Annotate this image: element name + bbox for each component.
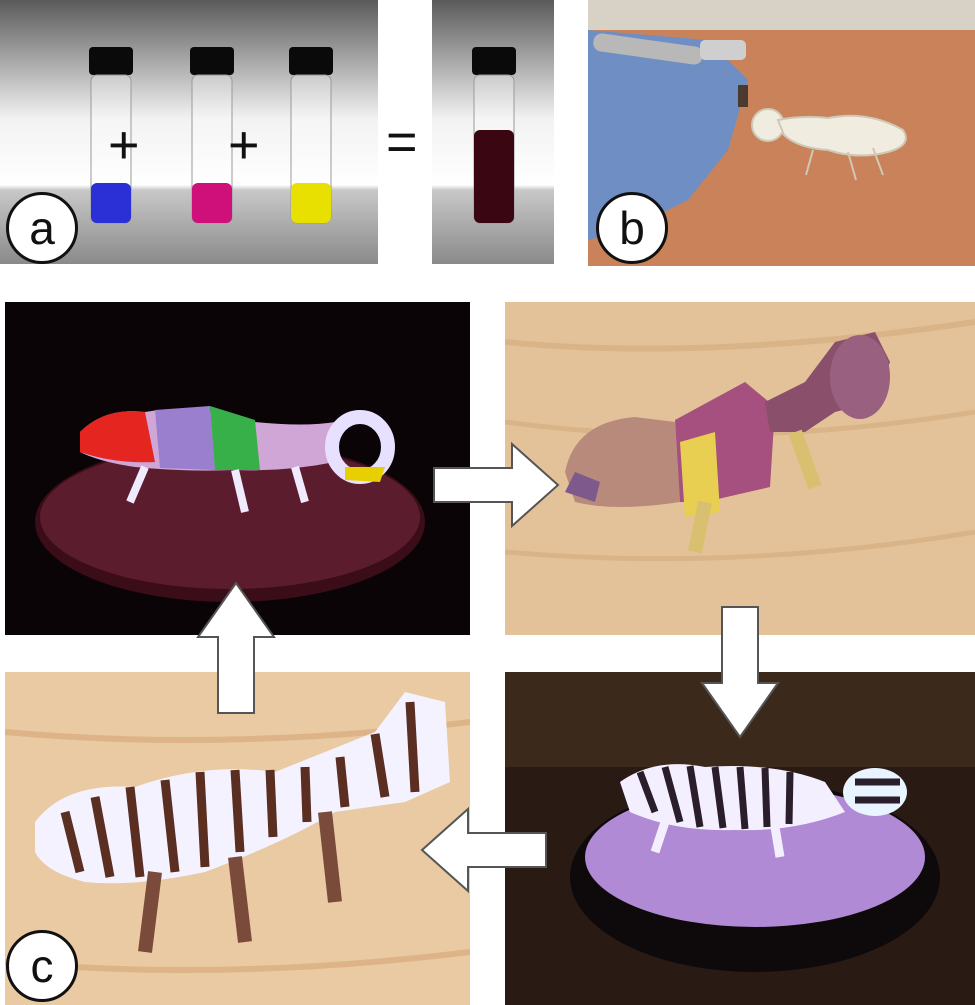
chameleon-icon (620, 764, 907, 858)
label-a: a (6, 192, 78, 264)
arrow-up-icon (196, 581, 276, 714)
magenta-dye (192, 183, 232, 223)
vial-yellow (289, 47, 333, 227)
arrow-left (418, 805, 548, 895)
panel-b-airbrush (588, 0, 975, 266)
yellow-dye (291, 183, 331, 223)
arrow-down (700, 605, 780, 740)
panel-painted-zebra (5, 672, 470, 1005)
arrow-right (432, 440, 562, 530)
chameleon-icon (751, 108, 907, 181)
arrow-down-icon (700, 606, 780, 739)
chameleon-icon (80, 406, 395, 513)
equals-sign: = (386, 112, 418, 172)
chameleon-icon (35, 692, 450, 953)
vial-magenta (190, 47, 234, 227)
panel-projection-colors (5, 302, 470, 635)
plus-sign-1: + (108, 115, 140, 175)
plus-sign-2: + (228, 115, 260, 175)
gloved-hand (588, 30, 748, 240)
arrow-up (196, 580, 276, 715)
label-b: b (596, 192, 668, 264)
vial-icon (472, 47, 516, 75)
vial-blue (89, 47, 133, 227)
arrow-right-icon (433, 441, 560, 529)
vial-icon (289, 47, 333, 75)
panel-painted-patches (505, 302, 975, 635)
chameleon-icon (565, 332, 890, 554)
blue-dye (91, 183, 131, 223)
vial-icon (190, 47, 234, 75)
arrow-left-icon (420, 806, 547, 894)
airbrush-icon (593, 33, 748, 107)
vial-icon (89, 47, 133, 75)
panel-a-mixed-vial (432, 0, 554, 264)
label-c: c (6, 930, 78, 1002)
mixed-dye (474, 130, 514, 223)
